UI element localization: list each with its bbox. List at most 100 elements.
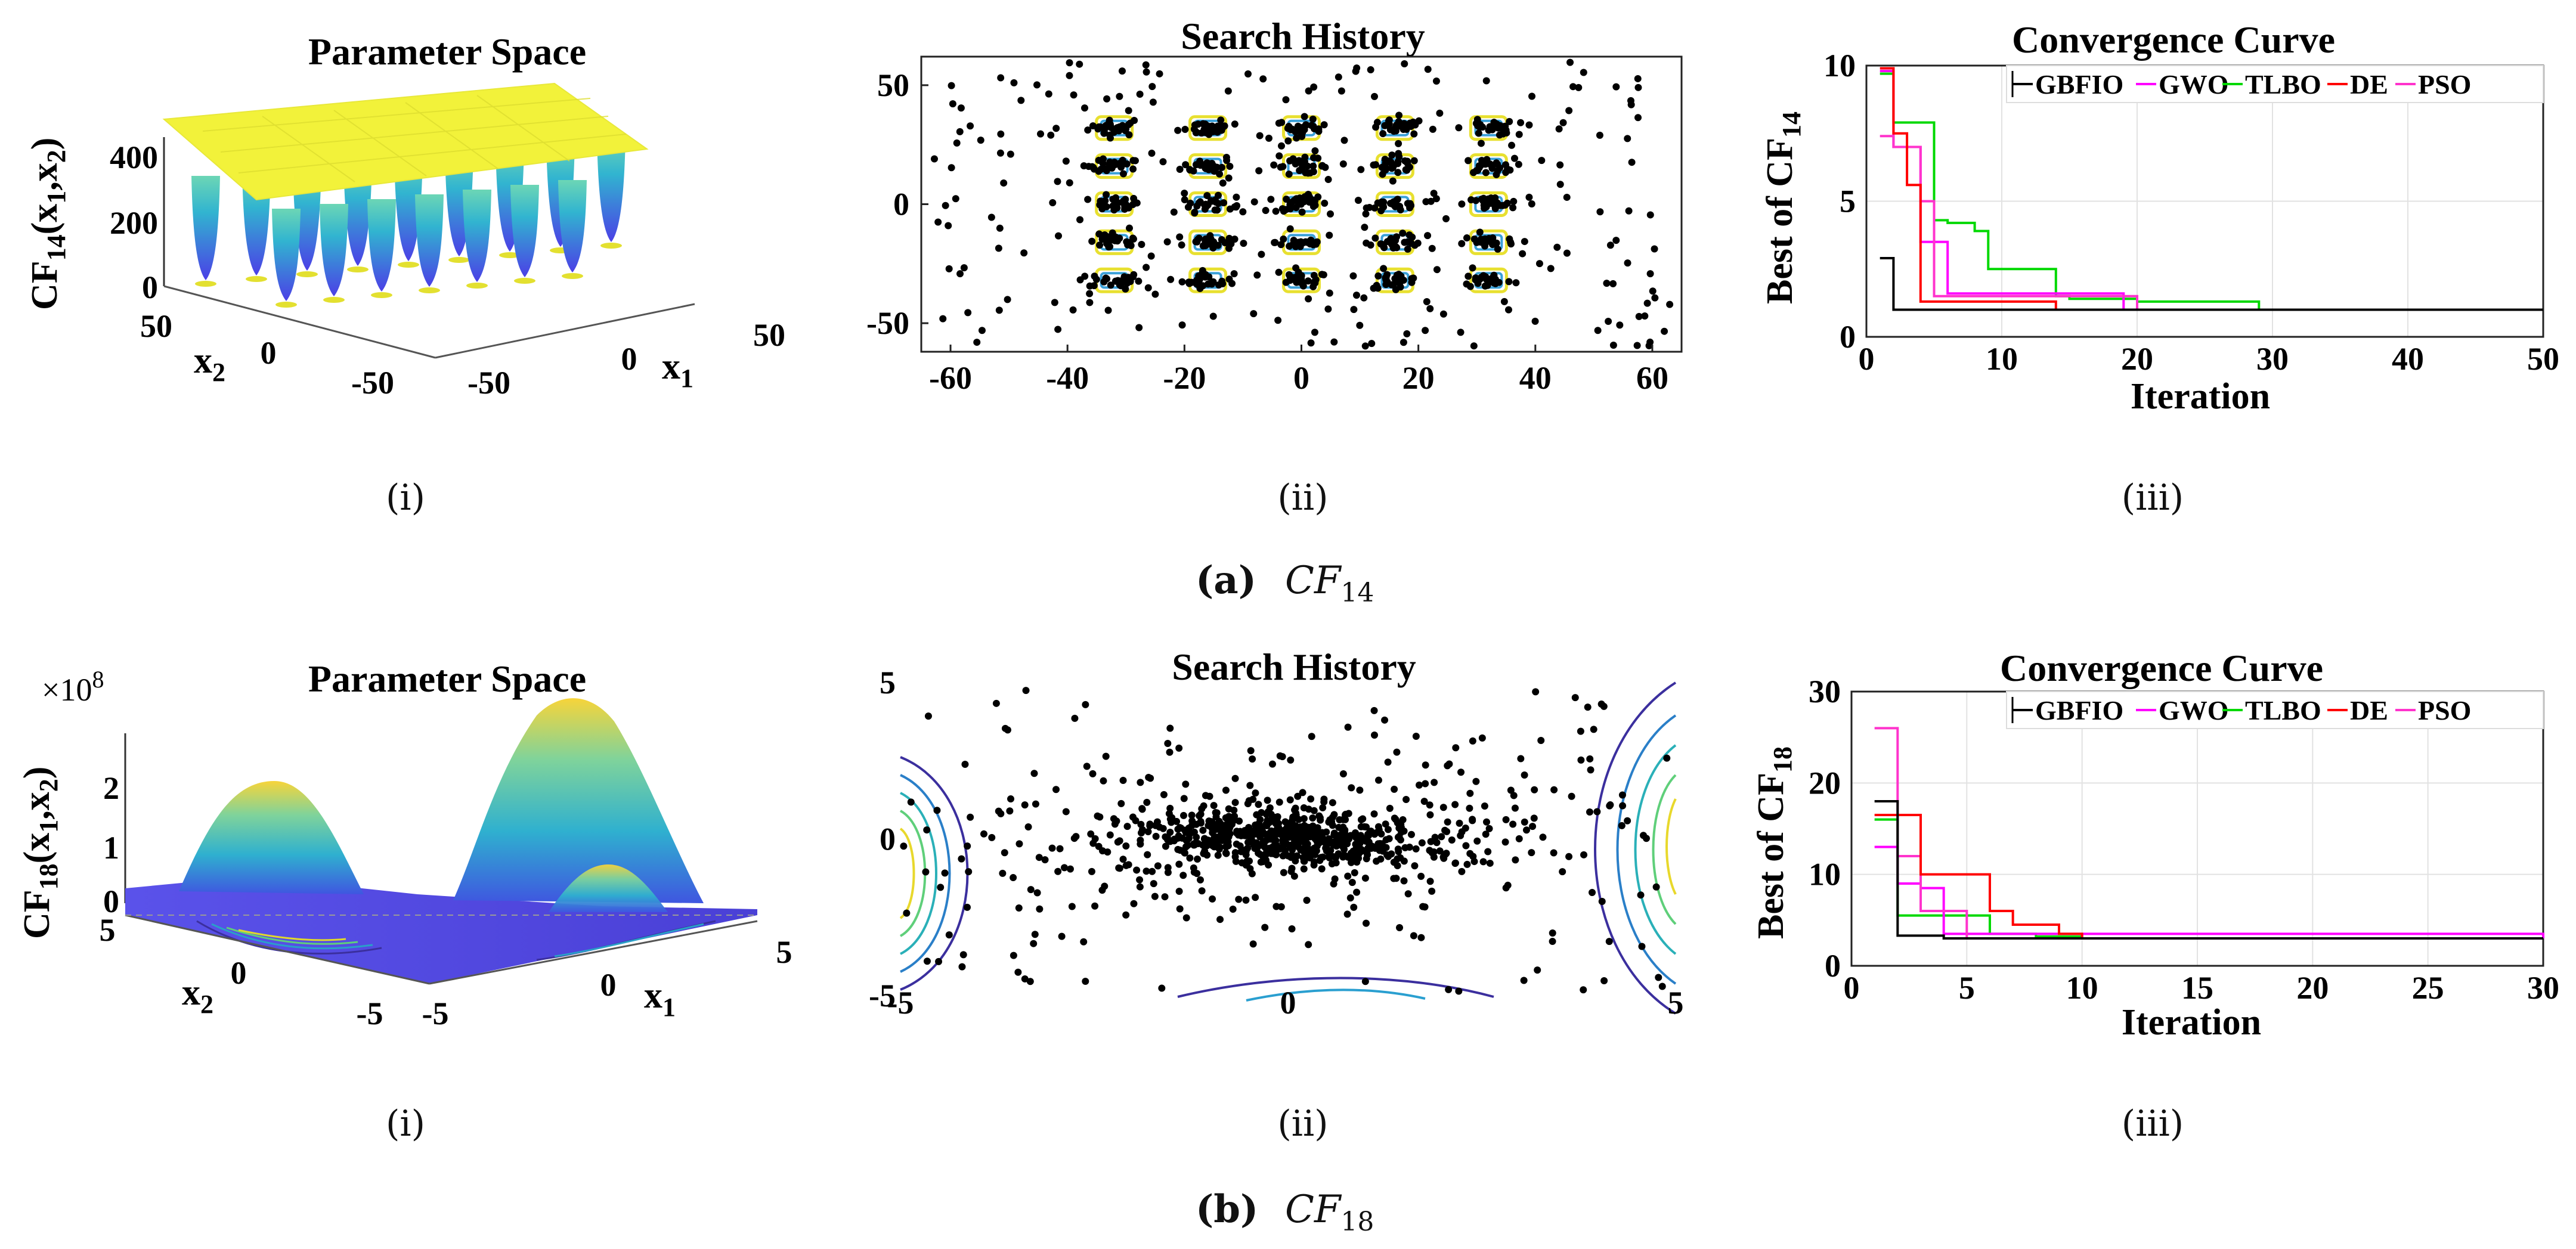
- x-tick: 50: [2527, 341, 2559, 377]
- scatter-point: [1401, 844, 1409, 851]
- scatter-point: [1203, 192, 1211, 200]
- scatter-point: [964, 842, 971, 850]
- scatter-point: [1469, 264, 1476, 272]
- scatter-point: [1287, 126, 1295, 134]
- scatter-point: [1343, 910, 1351, 918]
- series-line-de: [1880, 67, 2543, 311]
- scatter-point: [1109, 202, 1117, 210]
- panel-a-ii: Search History -60 -40 -20 0 20 40 60 50 0 -50 (i…: [866, 15, 1683, 519]
- scatter-point: [1426, 801, 1433, 809]
- scatter-point: [1130, 900, 1138, 907]
- scatter-point: [1250, 198, 1258, 206]
- scatter-point: [1530, 814, 1538, 822]
- scatter-point: [1329, 799, 1336, 807]
- surface-well: [415, 194, 444, 287]
- scatter-point: [1081, 104, 1089, 112]
- scatter-point: [1335, 73, 1342, 81]
- scatter-point: [1476, 123, 1484, 131]
- scatter-point: [967, 813, 974, 821]
- scatter-point: [930, 155, 938, 163]
- scatter-point: [1470, 342, 1478, 350]
- scatter-point: [1096, 201, 1104, 209]
- scatter-point: [1351, 869, 1358, 876]
- scatter-point: [1084, 196, 1092, 203]
- scatter-point: [1301, 113, 1308, 120]
- scatter-point: [1388, 151, 1396, 159]
- scatter-point: [1556, 181, 1564, 188]
- scatter-point: [1253, 271, 1261, 279]
- scatter-point: [1048, 844, 1056, 852]
- scatter-point: [1515, 131, 1523, 138]
- scatter-point: [1066, 59, 1073, 67]
- y-tick: 5: [880, 665, 896, 701]
- scatter-point: [945, 931, 953, 939]
- scatter-point: [1368, 340, 1376, 348]
- scatter-point: [1395, 150, 1402, 157]
- scatter-point: [907, 798, 915, 806]
- scatter-point: [997, 130, 1005, 138]
- surface-well: [597, 138, 626, 242]
- scatter-point: [1624, 259, 1631, 267]
- scatter-point: [1451, 860, 1459, 867]
- scatter-point: [1036, 905, 1044, 913]
- scatter-point: [1103, 203, 1110, 210]
- scatter-point: [1370, 92, 1378, 100]
- scatter-point: [1627, 101, 1635, 109]
- x-tick: -20: [1163, 360, 1206, 396]
- scatter-point: [1419, 903, 1427, 910]
- scatter-point: [900, 842, 908, 850]
- scatter-point: [1486, 859, 1494, 867]
- scatter-point: [1233, 193, 1240, 201]
- scatter-point: [1167, 275, 1175, 283]
- scatter-point: [953, 139, 961, 147]
- scatter-point: [1272, 207, 1280, 215]
- scatter-point: [1349, 272, 1357, 280]
- scatter-point: [1236, 842, 1244, 850]
- scatter-point: [1293, 852, 1301, 860]
- scatter-point: [1402, 796, 1410, 804]
- scatter-point: [1596, 208, 1604, 216]
- scatter-point: [1196, 157, 1204, 165]
- scatter-point: [1310, 83, 1318, 91]
- scatter-point: [1240, 832, 1248, 839]
- scatter-point: [1528, 92, 1536, 100]
- scatter-point: [942, 202, 949, 209]
- scatter-point: [1473, 837, 1481, 845]
- scatter-point: [1596, 131, 1603, 139]
- scatter-point: [1129, 234, 1137, 242]
- scatter-point: [1502, 816, 1510, 823]
- scatter-point: [1365, 838, 1373, 846]
- scatter-point: [1410, 932, 1417, 940]
- scatter-point: [1319, 804, 1327, 811]
- scatter-point: [1004, 296, 1011, 303]
- scatter-point: [1143, 68, 1150, 76]
- scatter-point: [1586, 755, 1594, 763]
- scatter-point: [1286, 277, 1294, 284]
- scatter-point: [1154, 862, 1162, 870]
- scatter-point: [1528, 200, 1535, 207]
- scatter-point: [1455, 124, 1463, 132]
- scatter-point: [1076, 276, 1084, 284]
- scatter-point: [1397, 206, 1404, 213]
- scatter-point: [1089, 770, 1097, 777]
- scatter-point: [1412, 845, 1420, 853]
- scatter-point: [1448, 836, 1456, 844]
- scatter-point: [1217, 116, 1225, 124]
- scatter-point: [1312, 240, 1320, 248]
- scatter-point: [948, 164, 955, 172]
- scatter-point: [934, 218, 942, 226]
- x1-axis-label: x1: [662, 346, 693, 393]
- scatter-point: [1259, 75, 1267, 83]
- scatter-point: [1094, 812, 1101, 820]
- scatter-point: [1222, 843, 1230, 851]
- scatter-point: [1156, 70, 1163, 78]
- scatter-point: [1151, 822, 1159, 829]
- scatter-point: [1392, 286, 1400, 293]
- legend-label: PSO: [2418, 69, 2471, 100]
- scatter-point: [1379, 130, 1387, 138]
- x1-tick: 50: [753, 317, 785, 353]
- scatter-point: [1323, 828, 1330, 836]
- surface-well: [394, 157, 423, 261]
- scatter-points: [930, 58, 1674, 350]
- scatter-point: [1001, 724, 1009, 732]
